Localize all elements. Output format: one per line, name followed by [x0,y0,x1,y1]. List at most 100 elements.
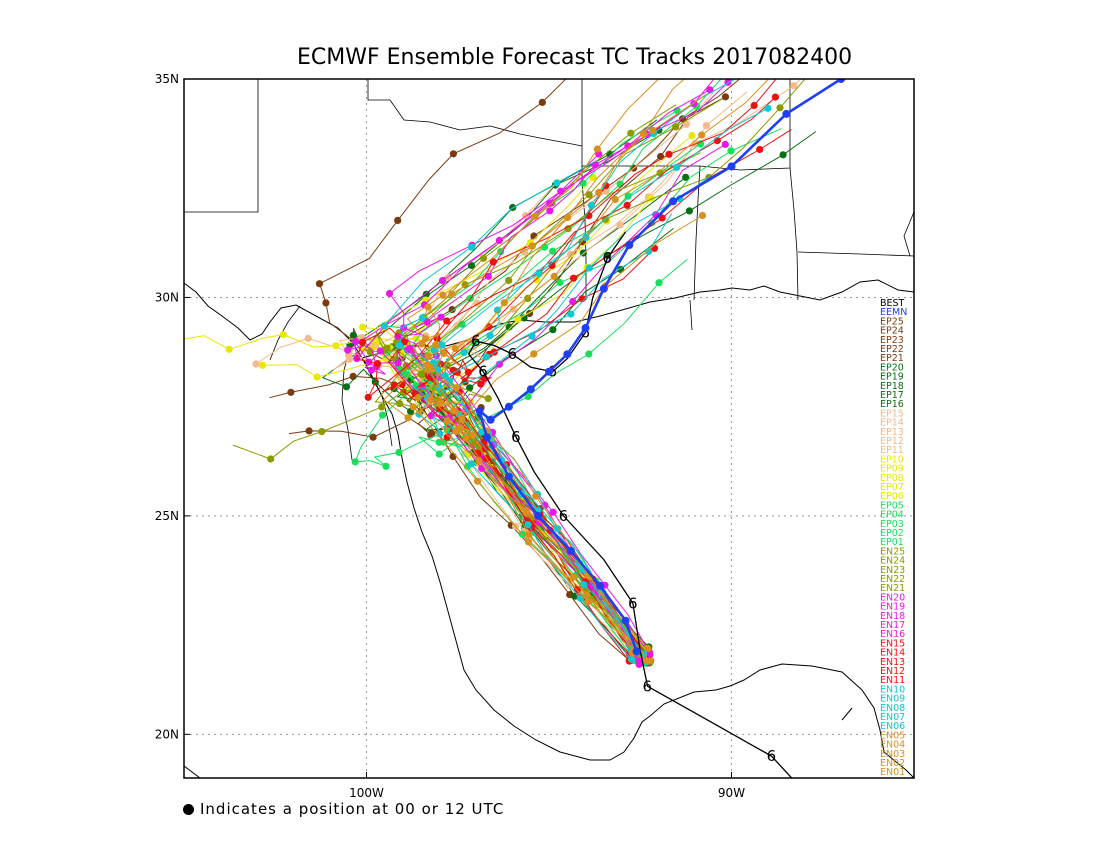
ensemble-track-point [524,521,532,529]
hurricane-symbol-icon: 6 [478,363,488,381]
ensemble-track-point [426,396,434,404]
ensemble-mean-point [581,324,590,332]
ensemble-track-point [383,344,391,352]
ensemble-track-point [585,191,593,199]
legend-entry: EP05 [880,500,904,511]
ensemble-track-point [479,254,488,262]
ensemble-track-point [569,573,578,581]
legend-entry: EP15 [880,408,904,419]
ensemble-track-point [367,366,375,374]
ensemble-track-point [525,531,533,539]
ensemble-mean-point [566,546,575,555]
ensemble-track-point [252,360,260,368]
ensemble-track-point [727,147,735,155]
ensemble-track-line [394,79,806,650]
ensemble-track-point [556,278,564,287]
legend-entry: BEST [880,298,905,309]
ensemble-track-point [466,384,474,392]
ensemble-track-point [721,93,730,101]
ensemble-track-point [418,314,426,322]
ensemble-track-point [546,199,554,207]
ensemble-track-point [524,392,532,400]
ensemble-track-point [394,359,402,367]
ensemble-track-point [458,320,466,328]
ensemble-track-point [642,657,650,665]
ensemble-track-point [315,280,324,288]
ensemble-track-point [460,348,468,356]
ensemble-mean-point [596,581,605,590]
ensemble-track-point [390,381,399,389]
legend-entry: EP18 [880,381,904,392]
ensemble-track-point [344,346,352,354]
ensemble-track-line [413,175,711,663]
ensemble-track-line [402,79,802,652]
ensemble-track-point [467,243,476,251]
ensemble-track-point [616,221,624,229]
ensemble-track-point [440,349,448,357]
plot-frame [183,78,915,779]
ensemble-mean-point [486,415,495,424]
ensemble-track-point [313,373,321,381]
ensemble-track-point [380,322,388,330]
legend-entry: EP17 [880,390,904,401]
ensemble-track-point [482,353,490,361]
ensemble-track-line [321,129,660,661]
ensemble-track-point [528,242,536,250]
ensemble-mean-point [545,367,553,376]
lat-tick-label: 20N [155,727,179,741]
ensemble-track-point [505,276,513,284]
ensemble-mean-point [563,350,572,359]
ensemble-track-point [649,126,657,134]
hurricane-symbol-icon: 6 [511,428,521,446]
legend-entry: EN21 [880,583,905,594]
ensemble-track-point [665,150,673,158]
ensemble-tracks [184,4,892,669]
ensemble-track-point [497,248,505,256]
legend-entry: EN13 [880,657,905,668]
ensemble-track-point [373,360,382,368]
ensemble-track-point [423,318,431,326]
ensemble-track-point [602,187,610,195]
ensemble-track-point [702,122,711,130]
lon-tick-label: 100W [349,786,384,800]
ensemble-track-point [576,594,585,602]
ensemble-track-point [304,334,312,342]
ensemble-mean-point [727,162,736,171]
legend: BESTEEMNEP25EP24EP23EP22EP21EP20EP19EP18… [880,298,907,778]
ensemble-track-point [585,350,593,358]
hurricane-symbol-icon: 6 [602,249,612,267]
ensemble-track-point [624,192,632,200]
legend-entry: EEMN [880,307,907,318]
ensemble-track-line [397,79,715,653]
ensemble-track-point [495,360,503,368]
ensemble-track-point [422,290,430,298]
ensemble-track-point [225,345,233,353]
ensemble-track-point [394,216,402,224]
ensemble-track-point [484,272,492,280]
ensemble-track-point [486,332,494,340]
ensemble-track-point [414,393,422,402]
ensemble-track-point [436,400,444,408]
ensemble-track-point [385,289,394,298]
ensemble-track-point [522,508,530,516]
ensemble-track-point [569,297,577,306]
ensemble-track-point [579,179,587,187]
footnote: Indicates a position at 00 or 12 UTC [183,800,504,818]
ensemble-mean-point [482,433,491,442]
ensemble-track-point [771,93,780,101]
ensemble-mean-point [504,472,513,481]
ensemble-mean-line [477,79,842,652]
ensemble-track-point [698,131,706,139]
ensemble-mean-point [621,616,630,625]
ensemble-mean-track [475,79,845,656]
ensemble-track-point [885,4,892,11]
legend-entry: EN09 [880,694,905,705]
ensemble-track-point [580,581,588,589]
ensemble-track-line [431,128,792,664]
footnote-text: Indicates a position at 00 or 12 UTC [200,800,505,818]
chart-title: ECMWF Ensemble Forecast TC Tracks 201708… [297,45,852,70]
ensemble-track-point [404,414,412,422]
hurricane-symbol-icon: 6 [508,345,518,363]
ensemble-mean-point [782,109,791,118]
ensemble-track-point [635,660,643,669]
